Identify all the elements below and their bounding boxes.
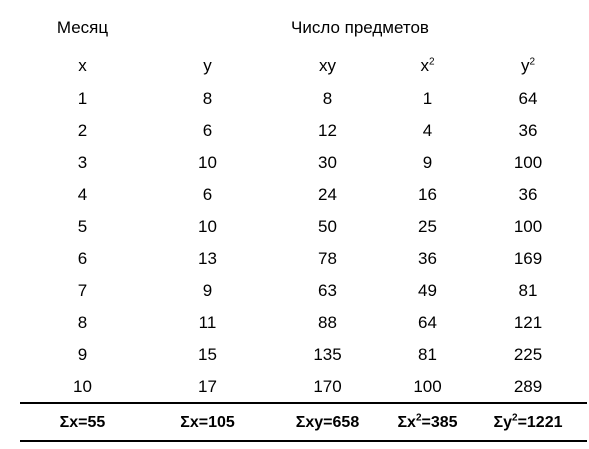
cell-y-squared: 289 <box>513 377 543 396</box>
cell-x: 2 <box>77 121 88 140</box>
cell-y: 6 <box>202 185 213 204</box>
cell-xy: 24 <box>318 185 337 204</box>
table-row: 9 15 135 81 225 <box>0 339 589 371</box>
cell-x-squared: 25 <box>418 217 437 236</box>
cell-y-squared: 169 <box>513 249 543 268</box>
cell-xy: 78 <box>318 249 337 268</box>
cell-x-squared: 49 <box>418 281 437 300</box>
cell-x-squared: 36 <box>418 249 437 268</box>
cell-x: 3 <box>77 153 88 172</box>
header-x: x <box>78 56 87 75</box>
cell-y-squared: 100 <box>513 217 543 236</box>
cell-x-squared: 100 <box>413 377 442 396</box>
totals-row: Σx=55 Σx=105 Σxy=658 Σx2=385 Σy2=1221 <box>0 407 589 439</box>
total-sum-y: Σx=105 <box>180 414 235 431</box>
cell-x: 6 <box>77 249 88 268</box>
header-xy: xy <box>319 56 336 75</box>
table-row: 8 11 88 64 121 <box>0 307 589 339</box>
table-row: 2 6 12 4 36 <box>0 115 589 147</box>
table-row: 7 9 63 49 81 <box>0 275 589 307</box>
cell-x: 1 <box>77 89 88 108</box>
cell-y-squared: 100 <box>513 153 543 172</box>
cell-y-squared: 225 <box>513 345 543 364</box>
cell-y: 10 <box>198 153 217 172</box>
cell-x-squared: 64 <box>418 313 437 332</box>
table-row: 4 6 24 16 36 <box>0 179 589 211</box>
cell-x: 10 <box>73 377 92 396</box>
cell-xy: 12 <box>318 121 337 140</box>
header-number-of-items: Число предметов <box>291 18 429 37</box>
cell-x: 9 <box>77 345 88 364</box>
cell-y: 10 <box>198 217 217 236</box>
header-y-squared: y2 <box>520 56 536 75</box>
cell-x: 5 <box>77 217 88 236</box>
header-row: x y xy x2 y2 <box>0 50 589 82</box>
cell-y: 9 <box>202 281 213 300</box>
cell-x: 8 <box>77 313 88 332</box>
total-sum-x: Σx=55 <box>59 414 106 431</box>
cell-y: 8 <box>202 89 213 108</box>
table-row: 5 10 50 25 100 <box>0 211 589 243</box>
cell-xy: 63 <box>318 281 337 300</box>
table-row: 6 13 78 36 169 <box>0 243 589 275</box>
cell-x-squared: 16 <box>418 185 437 204</box>
cell-y-squared: 36 <box>518 185 538 204</box>
cell-x-squared: 9 <box>422 153 433 172</box>
cell-xy: 135 <box>313 345 342 364</box>
cell-xy: 8 <box>322 89 333 108</box>
header-y: y <box>203 56 212 75</box>
cell-xy: 50 <box>318 217 337 236</box>
cell-y-squared: 64 <box>518 89 538 108</box>
header-x-squared: x2 <box>420 56 435 75</box>
cell-y: 15 <box>198 345 217 364</box>
cell-y: 11 <box>198 313 217 332</box>
cell-y-squared: 121 <box>513 313 543 332</box>
total-sum-xy: Σxy=658 <box>295 414 360 431</box>
cell-xy: 88 <box>318 313 337 332</box>
cell-xy: 170 <box>313 377 342 396</box>
cell-y: 6 <box>202 121 213 140</box>
totals-top-rule <box>20 402 587 404</box>
total-sum-y-squared: Σy2=1221 <box>493 412 563 431</box>
cell-x-squared: 1 <box>422 89 433 108</box>
cell-y: 13 <box>198 249 217 268</box>
table-row: 10 17 170 100 289 <box>0 371 589 403</box>
totals-bottom-rule <box>20 440 587 442</box>
cell-x: 7 <box>77 281 88 300</box>
table-row: 1 8 8 1 64 <box>0 83 589 115</box>
total-sum-x-squared: Σx2=385 <box>397 412 458 431</box>
cell-y-squared: 81 <box>518 281 538 300</box>
table-row: 3 10 30 9 100 <box>0 147 589 179</box>
cell-x: 4 <box>77 185 88 204</box>
cell-x-squared: 4 <box>422 121 433 140</box>
cell-y: 17 <box>198 377 217 396</box>
cell-y-squared: 36 <box>518 121 538 140</box>
cell-xy: 30 <box>318 153 337 172</box>
header-month: Месяц <box>56 18 109 37</box>
cell-x-squared: 81 <box>418 345 437 364</box>
